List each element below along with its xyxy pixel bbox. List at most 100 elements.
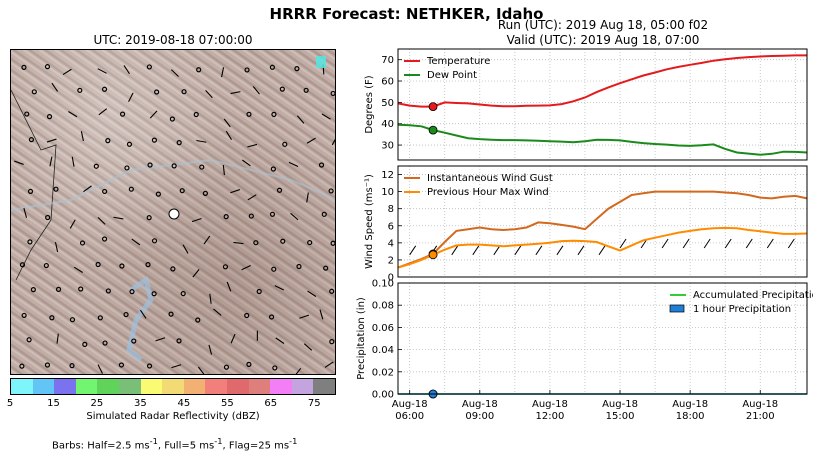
colorbar-tick-label: 35 (134, 398, 147, 409)
calm-wind-station (179, 188, 185, 194)
wind-barb-small (787, 238, 795, 249)
calm-wind-station (155, 191, 161, 197)
map-overlay (11, 56, 335, 374)
calm-wind-station (329, 288, 335, 294)
calm-wind-station (294, 66, 300, 72)
y-tick-label: 0.00 (372, 390, 394, 401)
colorbar-tick-label: 65 (264, 398, 278, 409)
calm-wind-station (102, 188, 108, 195)
y-axis-label: Precipitation (in) (356, 297, 367, 380)
wind-barb (139, 309, 147, 319)
wind-barb-small (472, 245, 480, 256)
colorbar-tick-label: 55 (220, 398, 234, 409)
wind-barb (191, 218, 202, 223)
y-tick-label: 4 (388, 238, 394, 249)
calm-wind-station (19, 363, 25, 369)
x-tick-label: 06:00 (395, 411, 424, 422)
wind-barb (54, 242, 59, 253)
y-tick-label: 30 (381, 141, 394, 152)
calm-wind-station (131, 338, 137, 344)
calm-wind-station (101, 236, 108, 242)
barbs-note-unit-1: -1 (149, 436, 158, 446)
legend-label: Dew Point (427, 70, 477, 81)
calm-wind-station (196, 67, 202, 73)
calm-wind-station (181, 89, 187, 95)
figure-title: HRRR Forecast: NETHKER, Idaho (269, 5, 544, 23)
calm-wind-station (246, 361, 252, 367)
calm-wind-station (151, 238, 158, 244)
calm-wind-station (176, 338, 182, 344)
x-tick-label: Aug-18 (602, 399, 638, 410)
y-tick-label: 0.02 (372, 367, 394, 378)
wind-barb (203, 235, 211, 245)
calm-wind-station (55, 286, 62, 293)
calm-wind-station (129, 289, 135, 295)
calm-wind-station (330, 240, 335, 246)
wind-barb (123, 65, 130, 75)
wind-barb-small (556, 245, 564, 256)
chart-panel-3: 0.00 0.02 0.04 0.06 0.08 0.10 Precipitation (i… (356, 279, 813, 423)
y-tick-label: 0.06 (372, 323, 394, 334)
map-title: UTC: 2019-08-18 07:00:00 (93, 33, 253, 47)
run-line: Run (UTC): 2019 Aug 18, 05:00 f02 (497, 18, 709, 32)
wind-barb (306, 137, 316, 144)
calm-wind-station (128, 186, 134, 192)
wind-barb (213, 308, 222, 316)
y-tick-label: 70 (381, 55, 394, 66)
calm-wind-station (24, 111, 30, 117)
colorbar-tick-label: 45 (177, 398, 191, 409)
calm-wind-station (195, 317, 201, 323)
calm-wind-station (77, 87, 83, 93)
calm-wind-station (69, 363, 75, 369)
wind-barb (71, 156, 75, 167)
colorbar-segment (205, 379, 227, 394)
calm-wind-station (146, 363, 153, 369)
wind-barb (252, 86, 260, 95)
plot-frame (397, 48, 808, 161)
calm-wind-station (154, 89, 160, 95)
barbs-note-flag: , Flag=25 ms (222, 440, 290, 452)
x-tick-label: Aug-18 (532, 399, 568, 410)
calm-wind-station (169, 116, 175, 122)
calm-wind-station (151, 137, 158, 143)
wind-barb-small (493, 245, 501, 256)
legend-label: Previous Hour Max Wind (427, 187, 549, 198)
wind-barb (69, 219, 76, 229)
current-time-marker (428, 102, 438, 112)
colorbar-tick-label: 15 (47, 398, 60, 409)
calm-wind-station (318, 162, 325, 168)
colorbar-segment (313, 379, 335, 394)
calm-wind-station (246, 111, 252, 117)
calm-wind-station (170, 266, 176, 272)
colorbar-segment (226, 379, 249, 394)
chart-panel-2: 0 2 4 6 8 10 12 Wind Speed (ms⁻¹) Instantaneous … (364, 165, 808, 284)
wind-barb (331, 138, 335, 146)
legend-label: 1 hour Precipitation (693, 304, 791, 315)
wind-barb (295, 367, 302, 374)
colorbar-segment (54, 379, 76, 394)
calm-wind-station (328, 188, 334, 194)
y-tick-label: 50 (381, 98, 394, 109)
colorbar-segment (162, 379, 184, 394)
calm-wind-station (223, 364, 230, 370)
wind-barb-small (535, 245, 543, 256)
wind-barb (182, 244, 189, 254)
colorbar-tick-label: 75 (307, 398, 321, 409)
legend-label: Accumulated Precipitation (693, 290, 813, 301)
calm-wind-station (123, 311, 129, 318)
wind-barb-small (409, 245, 417, 256)
wind-barb (46, 138, 57, 143)
wind-barb (131, 238, 141, 246)
x-tick-label: Aug-18 (462, 399, 498, 410)
wind-barb (274, 285, 284, 291)
wind-barb (51, 82, 59, 92)
current-time-marker (428, 250, 438, 260)
colorbar-segment (75, 379, 98, 394)
calm-wind-station (44, 362, 51, 368)
colorbar-tick-label: 5 (6, 398, 14, 409)
wind-barb (241, 159, 251, 167)
calm-wind-station (271, 266, 277, 272)
calm-wind-station (151, 291, 157, 297)
y-tick-label: 60 (381, 77, 394, 88)
